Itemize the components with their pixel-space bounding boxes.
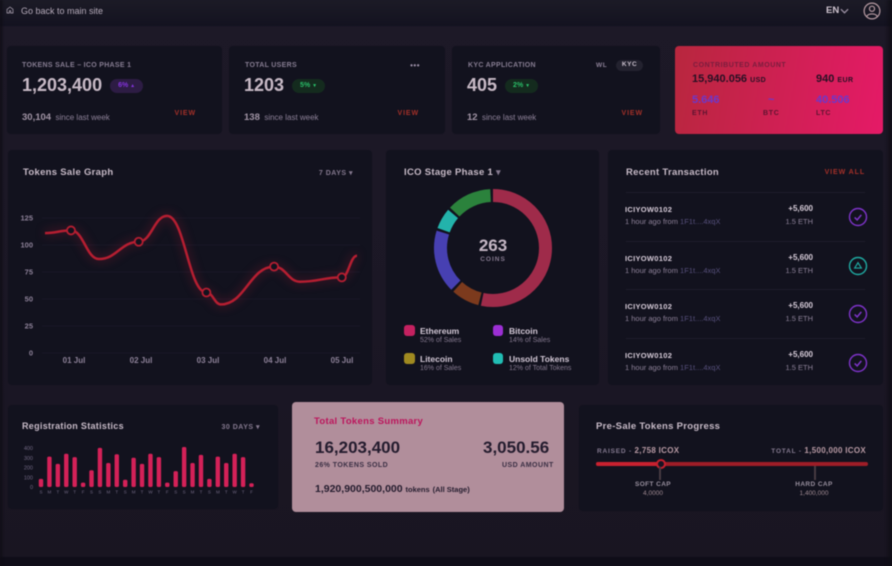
svg-text:T: T <box>200 490 203 495</box>
svg-text:S: S <box>39 490 42 495</box>
svg-text:T: T <box>115 490 118 495</box>
svg-text:W: W <box>148 490 153 495</box>
svg-text:125: 125 <box>20 214 33 223</box>
svg-text:S: S <box>183 490 186 495</box>
svg-text:S: S <box>90 490 93 495</box>
svg-text:W: W <box>64 490 69 495</box>
svg-text:M: M <box>216 490 220 495</box>
svg-text:T: T <box>242 490 245 495</box>
svg-text:F: F <box>166 490 169 495</box>
svg-text:F: F <box>82 490 85 495</box>
svg-text:S: S <box>174 490 177 495</box>
svg-text:M: M <box>106 490 110 495</box>
svg-text:T: T <box>225 490 228 495</box>
svg-text:100: 100 <box>20 241 33 250</box>
svg-text:F: F <box>250 490 253 495</box>
svg-text:100: 100 <box>24 475 33 481</box>
svg-text:T: T <box>158 490 161 495</box>
svg-text:75: 75 <box>25 268 33 277</box>
svg-text:T: T <box>73 490 76 495</box>
svg-text:T: T <box>56 490 59 495</box>
svg-text:02 Jul: 02 Jul <box>130 356 153 365</box>
svg-text:01 Jul: 01 Jul <box>63 356 86 365</box>
svg-text:200: 200 <box>24 466 33 472</box>
svg-text:300: 300 <box>24 456 33 462</box>
svg-text:25: 25 <box>25 322 33 331</box>
svg-text:0: 0 <box>30 485 33 491</box>
svg-text:400: 400 <box>24 446 33 452</box>
svg-text:03 Jul: 03 Jul <box>197 356 220 365</box>
svg-text:S: S <box>124 490 127 495</box>
svg-text:M: M <box>191 490 195 495</box>
svg-text:M: M <box>132 490 136 495</box>
svg-text:T: T <box>141 490 144 495</box>
svg-text:50: 50 <box>25 295 33 304</box>
svg-text:0: 0 <box>29 349 33 358</box>
svg-text:M: M <box>48 490 52 495</box>
svg-text:04 Jul: 04 Jul <box>264 356 287 365</box>
svg-text:S: S <box>208 490 211 495</box>
svg-text:S: S <box>98 490 101 495</box>
svg-text:W: W <box>233 490 238 495</box>
svg-text:05 Jul: 05 Jul <box>331 356 354 365</box>
